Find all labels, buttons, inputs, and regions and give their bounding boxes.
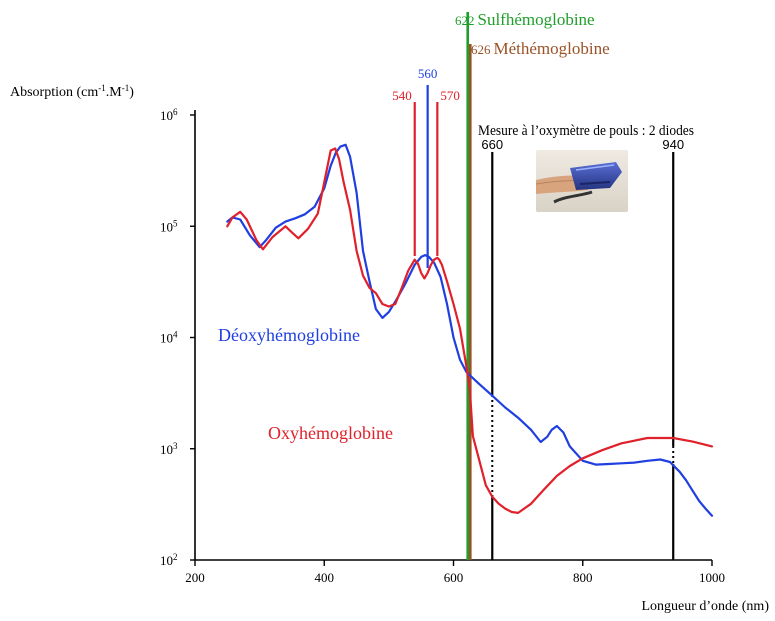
x-axis-label: Longueur d’onde (nm) (641, 599, 769, 614)
y-ticks: 102 103 104 105 106 (160, 107, 195, 568)
x-ticks: 200 400 600 800 1000 (185, 560, 725, 585)
peak-label-570: 570 (440, 88, 460, 103)
diode-label-940: 940 (662, 137, 684, 152)
x-tick-label: 800 (573, 570, 593, 585)
x-tick-label: 400 (315, 570, 335, 585)
oximeter-title: Mesure à l’oxymètre de pouls : 2 diodes (478, 123, 694, 139)
x-tick-label: 600 (444, 570, 464, 585)
x-tick-label: 1000 (699, 570, 725, 585)
deoxyhemoglobine-label: Déoxyhémoglobine (218, 325, 360, 345)
deoxyhemoglobine-curve (226, 143, 714, 517)
diode-label-660: 660 (481, 137, 503, 152)
oxyhemoglobine-curve (226, 147, 714, 514)
annotation-lines (413, 12, 675, 560)
oxyhemoglobine-label: Oxyhémoglobine (268, 423, 393, 443)
peak-label-540: 540 (392, 88, 412, 103)
y-axis-label: Absorption (cm-1.M-1) (10, 83, 134, 100)
y-tick-label: 103 (160, 441, 178, 457)
peak-label-560: 560 (418, 66, 438, 81)
y-tick-label: 105 (160, 218, 178, 234)
series-group (226, 143, 714, 517)
x-tick-label: 200 (185, 570, 205, 585)
pulse-oximeter-photo (536, 150, 628, 212)
y-tick-label: 106 (160, 107, 178, 123)
y-tick-label: 104 (160, 330, 178, 346)
sulfhemoglobine-label: 622 Sulfhémoglobine (455, 10, 595, 29)
y-tick-label: 102 (160, 552, 178, 568)
methemoglobine-label: 626 Méthémoglobine (471, 39, 610, 58)
